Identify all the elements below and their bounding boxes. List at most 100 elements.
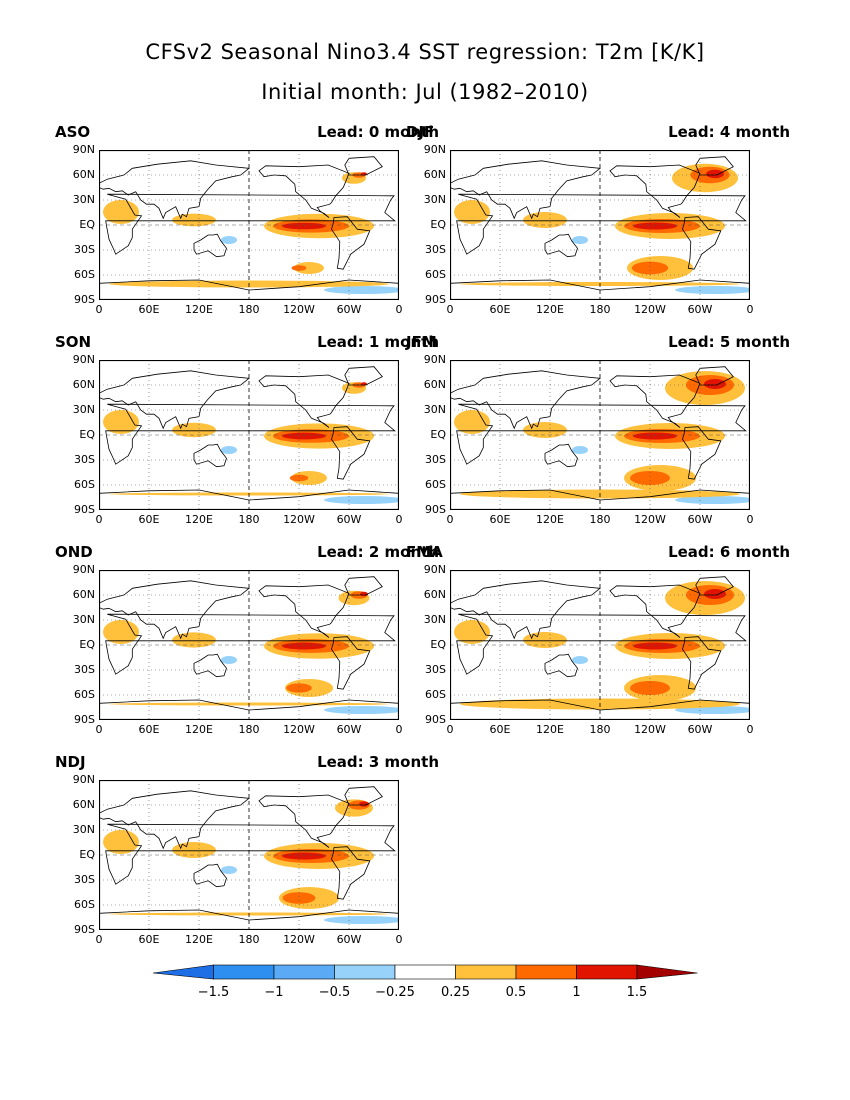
map-panel-son: SON Lead: 1 month 90N 60N 30N EQ 30S 60S 90S 0 6…: [52, 333, 439, 535]
lon-tick-label: 0: [446, 723, 454, 736]
warm-anomaly-max: [633, 642, 677, 650]
season-label: ASO: [55, 123, 91, 141]
lat-tick-label: EQ: [79, 638, 95, 651]
season-label: JFM: [406, 333, 437, 351]
lon-tick-label: 120W: [283, 933, 315, 946]
season-label: OND: [55, 543, 93, 561]
coastline: [105, 193, 396, 255]
lat-tick-label: EQ: [430, 428, 446, 441]
lat-tick-label: 60N: [423, 378, 446, 391]
lat-tick-label: 90S: [74, 923, 95, 936]
regression-map: [450, 360, 750, 510]
map-frame: [99, 780, 399, 930]
lat-tick-label: 60S: [74, 268, 95, 281]
coastline: [193, 653, 227, 678]
colorbar: −1.5 −1 −0.5 −0.25 0.25 0.5 1 1.5: [150, 963, 700, 1003]
colorbar-tick-label: −0.25: [375, 985, 415, 1000]
lat-tick-label: 90S: [74, 503, 95, 516]
coastline: [544, 653, 578, 678]
warm-anomaly-max: [282, 642, 326, 650]
coastline: [450, 489, 750, 510]
coastline: [456, 193, 747, 255]
lat-tick-label: 60N: [72, 798, 95, 811]
lat-tick-label: 60S: [425, 688, 446, 701]
coastline: [344, 366, 383, 386]
colorbar-tick-label: 1.5: [626, 985, 648, 1000]
warm-anomaly-south-pacific-core: [630, 471, 670, 485]
lon-tick-label: 0: [395, 723, 403, 736]
cool-anomaly-antarctic: [675, 496, 750, 504]
lon-tick-label: 120E: [185, 303, 213, 316]
lon-tick-label: 0: [95, 933, 103, 946]
coastline: [258, 164, 350, 218]
warm-anomaly-africa: [103, 200, 139, 224]
coastline: [99, 699, 399, 720]
lon-tick-label: 180: [589, 723, 611, 736]
lon-tick-label: 120E: [185, 513, 213, 526]
cool-anomaly-maritime: [221, 866, 237, 874]
season-label: FMA: [406, 543, 443, 561]
coastline: [331, 636, 371, 690]
cool-anomaly-antarctic: [324, 916, 399, 924]
warm-anomaly-north-america-max: [360, 591, 368, 597]
colorbar-swatch: [273, 964, 335, 980]
lat-tick-label: 60S: [74, 478, 95, 491]
colorbar-tick-label: 0.25: [441, 985, 470, 1000]
warm-anomaly-south-pacific-core: [291, 265, 307, 271]
coastline: [544, 443, 578, 468]
map-frame: [99, 150, 399, 300]
coastline: [105, 403, 396, 465]
map-frame: [99, 570, 399, 720]
lon-tick-label: 60E: [489, 303, 511, 316]
coastline: [456, 403, 747, 465]
lat-tick-label: 60N: [72, 168, 95, 181]
lon-tick-label: 120E: [185, 933, 213, 946]
map-canvas: [450, 570, 750, 720]
map-frame: [450, 360, 750, 510]
lat-tick-label: 30N: [72, 193, 95, 206]
season-label: SON: [55, 333, 92, 351]
warm-anomaly-max: [282, 432, 326, 440]
lat-tick-label: EQ: [430, 638, 446, 651]
warm-anomaly-indian-ocean: [523, 632, 567, 648]
lat-tick-label: 90N: [72, 773, 95, 786]
lat-tick-label: 90N: [423, 563, 446, 576]
lon-tick-label: 0: [395, 933, 403, 946]
lead-label: Lead: 2 month: [317, 543, 439, 561]
coastline: [105, 823, 396, 885]
lon-tick-label: 60E: [138, 933, 160, 946]
warm-anomaly-max: [633, 222, 677, 230]
warm-anomaly-north-america-max: [704, 379, 726, 389]
coastline: [682, 426, 722, 480]
cool-anomaly-antarctic: [675, 286, 750, 294]
lon-tick-label: 60W: [336, 303, 362, 316]
map-panel-ond: OND Lead: 2 month 90N 60N 30N EQ 30S 60S 90S 0 6…: [52, 543, 439, 745]
lat-tick-label: 90N: [72, 143, 95, 156]
lat-tick-label: 60S: [425, 268, 446, 281]
lon-tick-label: 180: [238, 933, 260, 946]
cool-anomaly-maritime: [221, 446, 237, 454]
lon-tick-label: 60E: [138, 513, 160, 526]
coastline: [331, 216, 371, 270]
map-canvas: [99, 150, 399, 300]
map-frame: [450, 150, 750, 300]
lat-tick-label: 90N: [423, 143, 446, 156]
warm-anomaly-south-pacific-core: [630, 681, 670, 695]
lon-tick-label: 120W: [634, 513, 666, 526]
lon-tick-label: 120E: [536, 513, 564, 526]
regression-map: [99, 780, 399, 930]
coastline: [99, 909, 399, 930]
warm-anomaly-south-pacific: [294, 262, 324, 274]
coastline: [682, 216, 722, 270]
colorbar-tick-label: −0.5: [318, 985, 351, 1000]
cool-anomaly-antarctic: [324, 496, 399, 504]
map-panel-djf: DJF Lead: 4 month 90N 60N 30N EQ 30S 60S 90S 0 6…: [403, 123, 790, 325]
lon-tick-label: 120W: [283, 723, 315, 736]
lon-tick-label: 60W: [336, 723, 362, 736]
warm-anomaly-africa: [103, 410, 139, 434]
coastline: [609, 584, 701, 638]
lon-tick-label: 60W: [336, 933, 362, 946]
lat-tick-label: 30N: [72, 403, 95, 416]
colorbar-swatch: [213, 964, 275, 980]
coastline: [344, 156, 383, 176]
